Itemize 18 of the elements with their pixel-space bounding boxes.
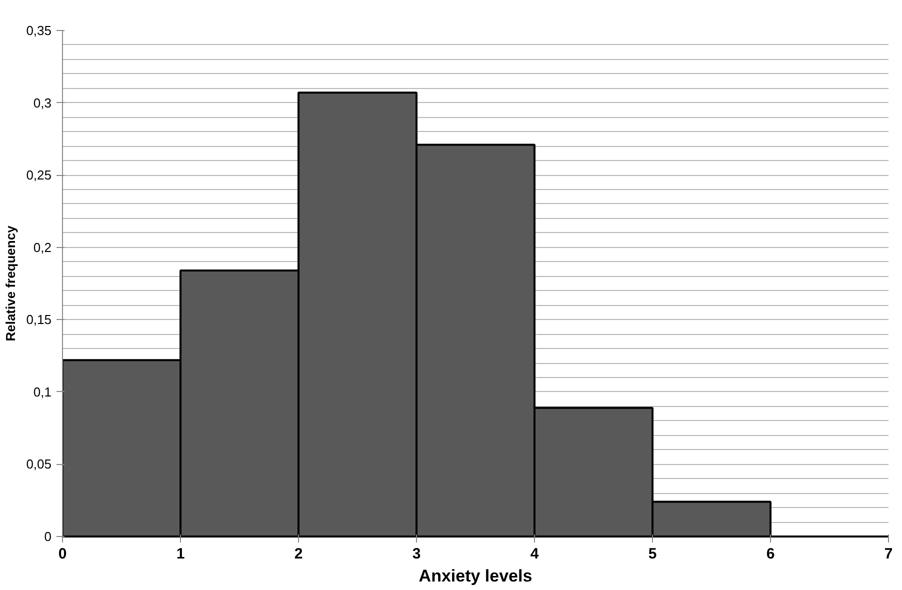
y-tick-label: 0,15	[26, 312, 52, 328]
x-tick-label: 3	[412, 546, 421, 562]
y-axis-title: Relative frequency	[3, 224, 18, 342]
x-tick-label: 2	[294, 546, 303, 562]
x-tick-label: 6	[766, 546, 775, 562]
y-tick-label: 0,1	[33, 384, 52, 400]
x-tick-label: 7	[884, 546, 893, 562]
y-tick-label: 0,3	[33, 95, 52, 110]
x-tick-label: 5	[648, 546, 657, 562]
y-tick-label: 0,05	[26, 456, 52, 472]
y-tick-label: 0,25	[26, 168, 52, 183]
y-tick-label: 0	[44, 529, 52, 544]
x-axis-title: Anxiety levels	[418, 566, 532, 586]
x-tick-label: 0	[58, 546, 67, 562]
y-tick-label: 0,35	[26, 23, 52, 38]
x-tick-label: 1	[176, 546, 185, 562]
x-tick-label: 4	[530, 546, 540, 562]
y-tick-label: 0,2	[33, 240, 52, 255]
